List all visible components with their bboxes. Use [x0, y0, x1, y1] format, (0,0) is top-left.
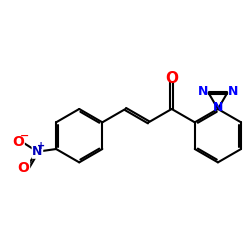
- Text: N: N: [228, 85, 238, 98]
- Text: +: +: [37, 141, 45, 151]
- Text: O: O: [165, 71, 178, 86]
- Text: O: O: [18, 161, 29, 175]
- Text: N: N: [198, 85, 208, 98]
- Text: −: −: [20, 131, 29, 141]
- Text: N: N: [213, 101, 223, 114]
- Text: N: N: [32, 145, 42, 158]
- Text: O: O: [12, 135, 24, 149]
